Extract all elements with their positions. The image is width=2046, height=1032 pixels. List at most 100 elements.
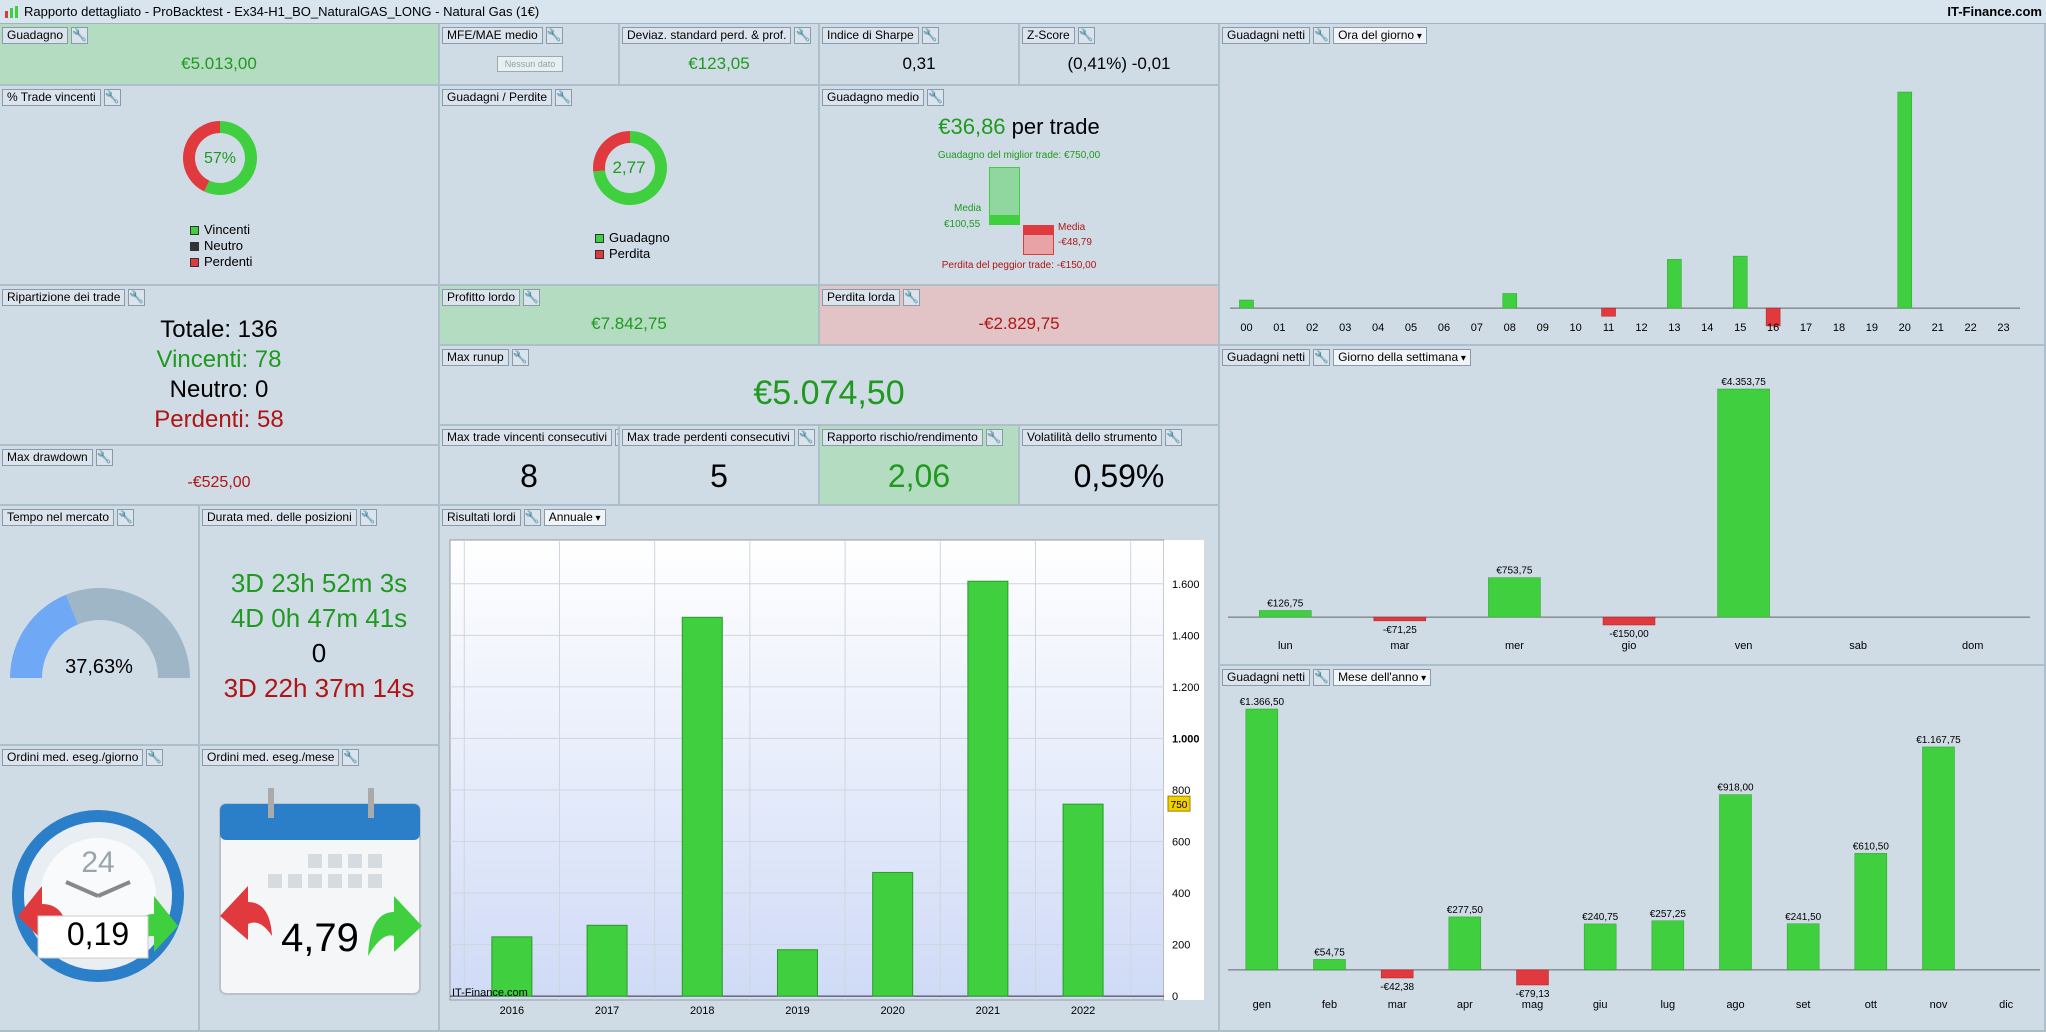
durata-line: 3D 22h 37m 14s <box>223 673 415 703</box>
max-perdenti-panel: Max trade perdenti consecutivi 🔧 5 <box>620 426 820 506</box>
wrench-icon[interactable]: 🔧 <box>1313 27 1331 44</box>
annual-dropdown[interactable]: Annuale <box>543 509 606 526</box>
profitto-lordo-panel: Profitto lordo 🔧 €7.842,75 <box>440 286 820 346</box>
ordini-mese-panel: Ordini med. eseg./mese 🔧 4,79 <box>200 746 440 1032</box>
data-label: €1.366,50 <box>1240 697 1285 708</box>
gain-loss-ratio: 2,77 <box>612 158 646 177</box>
x-tick-label: ott <box>1865 999 1877 1011</box>
x-tick-label: dom <box>1962 640 1983 652</box>
wrench-icon[interactable]: 🔧 <box>146 749 164 766</box>
bar <box>1854 853 1888 971</box>
media-win-value: €100,55 <box>944 219 981 230</box>
wrench-icon[interactable]: 🔧 <box>927 89 945 106</box>
x-tick-label: 15 <box>1734 322 1746 334</box>
x-tick-label: 06 <box>1438 322 1450 334</box>
wrench-icon[interactable]: 🔧 <box>1313 349 1331 366</box>
max-runup-panel: Max runup 🔧 €5.074,50 <box>440 346 1220 426</box>
wrench-icon[interactable]: 🔧 <box>615 429 618 446</box>
legend-item: Vincenti <box>190 222 252 238</box>
week-dropdown[interactable]: Giorno della settimana <box>1333 349 1471 366</box>
wrench-icon[interactable]: 🔧 <box>71 27 89 44</box>
wrench-icon[interactable]: 🔧 <box>95 449 113 466</box>
panel-label: Profitto lordo <box>442 289 521 306</box>
panel-label: Max drawdown <box>2 449 93 466</box>
x-tick-label: 10 <box>1570 322 1582 334</box>
x-tick-label: ven <box>1735 640 1753 652</box>
hour-dropdown[interactable]: Ora del giorno <box>1333 27 1427 44</box>
month-chart: €1.366,50 gen €54,75 feb -€42,38 mar €277,50 ap… <box>1228 697 2040 1011</box>
panel-label: Max runup <box>442 349 509 366</box>
durata-line: 4D 0h 47m 41s <box>230 603 408 633</box>
x-tick-label: 02 <box>1306 322 1318 334</box>
wrench-icon[interactable]: 🔧 <box>342 749 360 766</box>
x-tick-label: ago <box>1726 999 1744 1011</box>
legend-item: Perdita <box>595 246 670 262</box>
wrench-icon[interactable]: 🔧 <box>794 27 812 44</box>
perdita-value: -€2.829,75 <box>978 314 1060 333</box>
guadagni-perdite-panel: Guadagni / Perdite 🔧 2,77 Guadagno Perdit… <box>440 86 820 286</box>
perdenti-text: Perdenti: 58 <box>154 406 284 433</box>
panel-label: Max trade perdenti consecutivi <box>622 429 795 446</box>
x-tick-label: 18 <box>1833 322 1845 334</box>
vincenti-text: Vincenti: 78 <box>156 346 282 373</box>
wrench-icon[interactable]: 🔧 <box>921 27 939 44</box>
y-tick-label: 600 <box>1172 837 1190 849</box>
x-tick-label: 2021 <box>976 1005 1000 1017</box>
best-trade: Guadagno del miglior trade: €750,00 <box>937 150 1101 161</box>
y-tick-label: 200 <box>1172 940 1190 952</box>
wrench-icon[interactable]: 🔧 <box>555 89 573 106</box>
wrench-icon[interactable]: 🔧 <box>797 429 815 446</box>
x-tick-label: 2016 <box>500 1005 524 1017</box>
donut-win-slice <box>204 121 257 195</box>
panel-label: Ordini med. eseg./mese <box>202 749 340 766</box>
bar <box>1259 610 1312 618</box>
bar <box>1922 746 1955 971</box>
x-tick-label: 08 <box>1504 322 1516 334</box>
neutro-text: Neutro: 0 <box>169 376 269 403</box>
wrench-icon[interactable]: 🔧 <box>1165 429 1183 446</box>
x-tick-label: 19 <box>1866 322 1878 334</box>
x-tick-label: mar <box>1388 999 1407 1011</box>
win-legend: Vincenti Neutro Perdenti <box>190 222 252 270</box>
x-tick-label: 16 <box>1767 322 1779 334</box>
legend-item: Neutro <box>190 238 252 254</box>
x-tick-label: lun <box>1278 640 1293 652</box>
bar <box>967 580 1009 997</box>
donut-loss-slice <box>593 131 630 172</box>
data-label: €4.353,75 <box>1721 377 1766 388</box>
clock-number: 24 <box>81 846 114 879</box>
x-tick-label: 21 <box>1932 322 1944 334</box>
wrench-icon[interactable]: 🔧 <box>985 429 1003 446</box>
wrench-icon[interactable]: 🔧 <box>1313 669 1331 686</box>
nessun-dato-button[interactable]: Nessun dato <box>497 56 563 72</box>
wrench-icon[interactable]: 🔧 <box>523 509 541 526</box>
hour-chart-panel: Guadagni netti🔧Ora del giorno 00 01 02 03 04… <box>1220 24 2046 346</box>
week-chart-panel: Guadagni netti🔧Giorno della settimana €1… <box>1220 346 2046 666</box>
tempo-value: 37,63% <box>65 656 133 678</box>
wrench-icon[interactable]: 🔧 <box>103 89 121 106</box>
panel-label: Guadagni netti <box>1222 669 1311 686</box>
month-dropdown[interactable]: Mese dell'anno <box>1333 669 1432 686</box>
wrench-icon[interactable]: 🔧 <box>128 289 146 306</box>
zscore-panel: Z-Score 🔧 (0,41%) -0,01 <box>1020 24 1220 86</box>
wrench-icon[interactable]: 🔧 <box>903 289 921 306</box>
wrench-icon[interactable]: 🔧 <box>1077 27 1095 44</box>
x-tick-label: giu <box>1593 999 1608 1011</box>
ordini-giorno-panel: Ordini med. eseg./giorno 🔧 24 0,19 <box>0 746 200 1032</box>
max-vincenti-panel: Max trade vincenti consecutivi🔧 8 <box>440 426 620 506</box>
wrench-icon[interactable]: 🔧 <box>545 27 563 44</box>
data-label: €241,50 <box>1785 912 1822 923</box>
wrench-icon[interactable]: 🔧 <box>117 509 135 526</box>
perdita-lorda-panel: Perdita lorda 🔧 -€2.829,75 <box>820 286 1220 346</box>
donut-win-slice <box>593 131 667 205</box>
bar <box>1245 708 1279 971</box>
panel-label: MFE/MAE medio <box>442 27 543 44</box>
bar <box>1651 920 1685 971</box>
wrench-icon[interactable]: 🔧 <box>511 349 529 366</box>
panel-label: Volatilità dello strumento <box>1022 429 1163 446</box>
wrench-icon[interactable]: 🔧 <box>359 509 377 526</box>
y-tick-label: 800 <box>1172 785 1190 797</box>
wrench-icon[interactable]: 🔧 <box>523 289 541 306</box>
x-tick-label: mag <box>1522 999 1543 1011</box>
zscore-value: (0,41%) -0,01 <box>1067 54 1171 73</box>
